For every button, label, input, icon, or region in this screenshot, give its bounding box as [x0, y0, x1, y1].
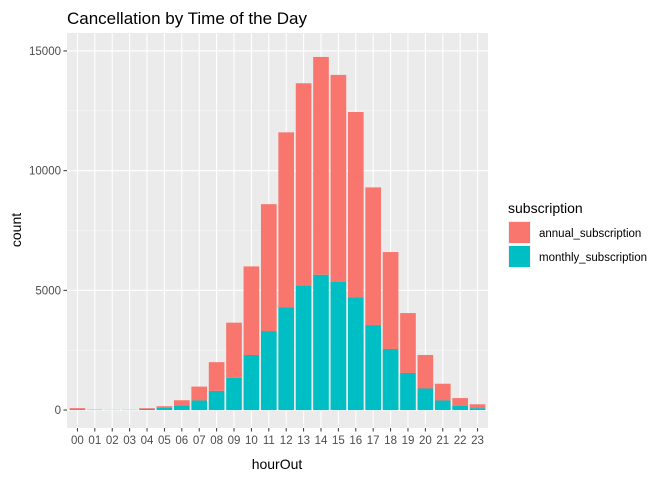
chart-title: Cancellation by Time of the Day — [67, 9, 308, 28]
bar-monthly-11 — [260, 331, 277, 411]
x-axis: 00 01 02 03 04 05 06 07 08 09 10 11 12 13 14 15 16 17 18 19… — [71, 428, 484, 447]
bar-annual-20 — [417, 354, 434, 389]
bars — [69, 56, 486, 411]
bar-annual-16 — [347, 112, 364, 298]
bar-monthly-18 — [382, 349, 399, 411]
bar-annual-08 — [208, 362, 225, 391]
bar-monthly-17 — [365, 325, 382, 411]
bar-monthly-20 — [417, 388, 434, 411]
x-tick-label: 16 — [349, 435, 362, 447]
bar-annual-17 — [365, 187, 382, 326]
x-tick-label: 15 — [332, 435, 345, 447]
x-tick-label: 22 — [454, 435, 467, 447]
bar-annual-14 — [313, 56, 329, 275]
bar-monthly-16 — [347, 297, 364, 411]
bar-monthly-09 — [226, 377, 242, 411]
y-tick-label: 10000 — [29, 166, 61, 178]
bar-annual-12 — [278, 132, 295, 308]
x-tick-label: 00 — [71, 435, 84, 447]
x-tick-label: 08 — [210, 435, 223, 447]
bar-monthly-14 — [313, 274, 329, 411]
bar-monthly-12 — [278, 307, 295, 411]
bar-annual-05 — [156, 406, 173, 408]
bar-annual-09 — [226, 322, 242, 378]
bar-annual-18 — [382, 252, 399, 349]
x-tick-label: 02 — [106, 435, 119, 447]
bar-monthly-07 — [191, 400, 208, 411]
bar-monthly-19 — [400, 372, 416, 411]
x-tick-label: 14 — [315, 435, 328, 447]
bar-annual-06 — [173, 400, 190, 406]
legend-items: annual_subscription monthly_subscription — [508, 221, 647, 268]
legend-label-annual_subscription: annual_subscription — [539, 228, 641, 240]
bar-monthly-23 — [469, 408, 486, 411]
x-tick-label: 21 — [436, 435, 449, 447]
x-tick-label: 19 — [402, 435, 415, 447]
bar-annual-15 — [330, 74, 347, 282]
x-tick-label: 07 — [193, 435, 206, 447]
legend: subscription annual_subscription monthly_… — [508, 200, 647, 268]
bar-annual-21 — [434, 383, 451, 401]
x-tick-label: 01 — [88, 435, 101, 447]
y-tick-label: 5000 — [35, 285, 61, 297]
bar-monthly-13 — [295, 285, 312, 411]
x-tick-label: 13 — [297, 435, 310, 447]
bar-annual-23 — [469, 404, 486, 409]
bar-monthly-21 — [434, 400, 451, 411]
x-axis-title: hourOut — [252, 456, 303, 472]
x-tick-label: 06 — [175, 435, 188, 447]
x-tick-label: 18 — [384, 435, 397, 447]
bar-annual-07 — [191, 386, 208, 401]
bar-monthly-04 — [139, 408, 155, 411]
y-tick-label: 0 — [55, 405, 61, 417]
legend-title: subscription — [508, 200, 583, 216]
x-tick-label: 17 — [367, 435, 380, 447]
x-tick-label: 23 — [471, 435, 484, 447]
legend-label-monthly_subscription: monthly_subscription — [539, 252, 647, 264]
bar-monthly-10 — [243, 354, 260, 411]
bar-annual-13 — [295, 83, 312, 286]
bar-annual-10 — [243, 266, 260, 355]
x-tick-label: 04 — [141, 435, 154, 447]
bar-monthly-08 — [208, 390, 225, 411]
x-tick-label: 09 — [228, 435, 241, 447]
bar-annual-04 — [139, 408, 155, 409]
x-tick-label: 10 — [245, 435, 258, 447]
x-tick-label: 03 — [123, 435, 136, 447]
bar-monthly-00 — [69, 409, 86, 411]
legend-key-monthly_subscription — [509, 246, 530, 267]
bar-annual-19 — [400, 313, 416, 373]
bar-monthly-22 — [452, 405, 468, 411]
x-tick-label: 20 — [419, 435, 432, 447]
bar-annual-00 — [69, 408, 86, 410]
bar-monthly-05 — [156, 407, 173, 411]
x-tick-label: 05 — [158, 435, 171, 447]
bar-annual-22 — [452, 398, 468, 406]
y-axis: 0 5000 10000 15000 — [29, 46, 67, 417]
x-tick-label: 12 — [280, 435, 293, 447]
x-tick-label: 11 — [263, 435, 275, 447]
legend-key-annual_subscription — [509, 222, 530, 243]
bar-annual-11 — [260, 204, 277, 332]
y-tick-label: 15000 — [29, 46, 61, 58]
bar-monthly-15 — [330, 281, 347, 411]
y-axis-title: count — [8, 213, 24, 247]
bar-monthly-06 — [173, 405, 190, 411]
